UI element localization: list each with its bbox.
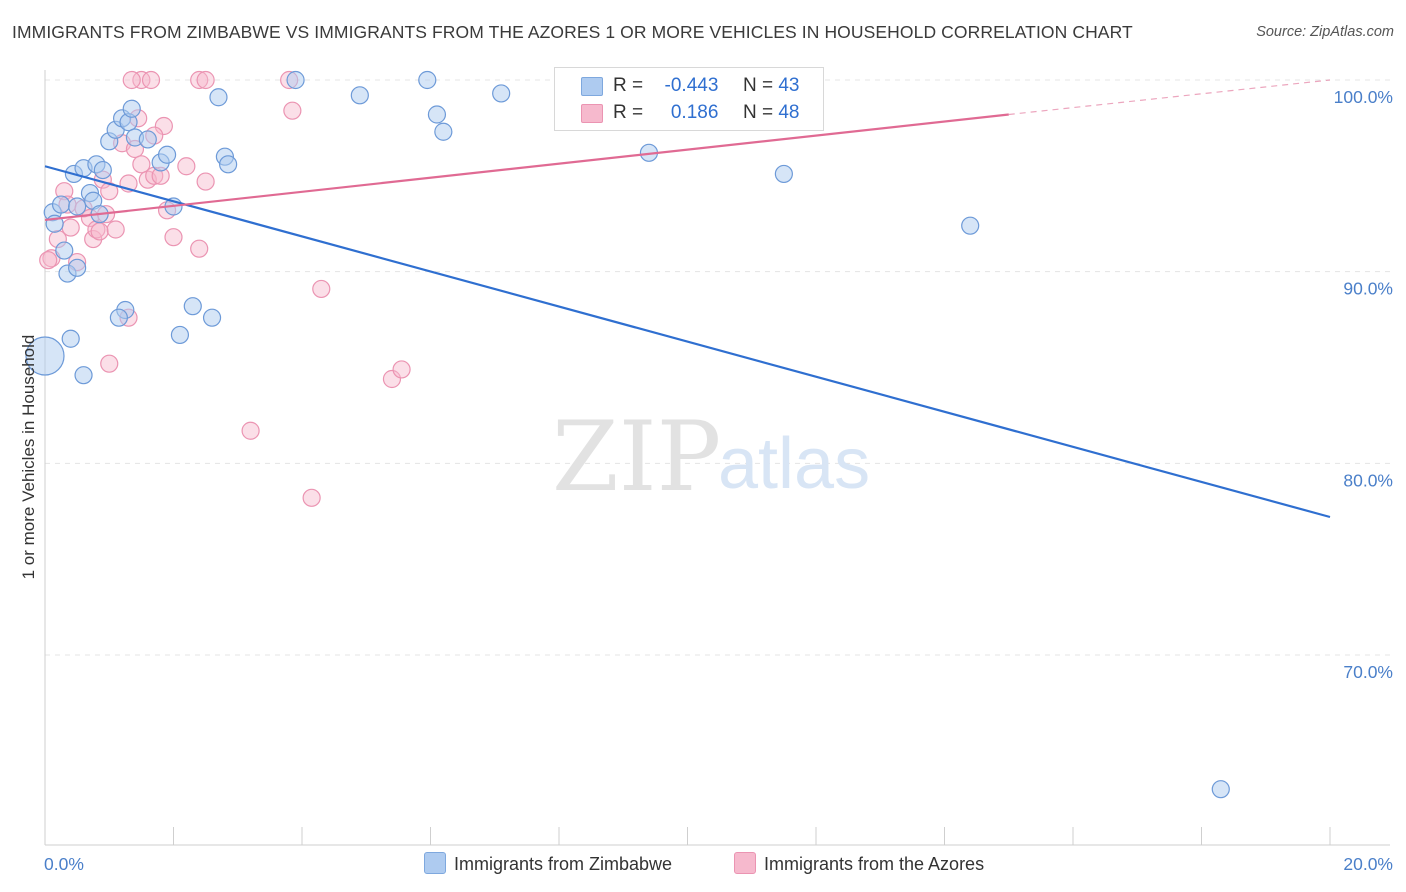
zimbabwe-point [350, 86, 369, 105]
azores-legend-swatch [734, 852, 756, 874]
y-tick-label: 100.0% [1334, 87, 1393, 107]
azores-trend-line [44, 113, 1009, 222]
azores-point [177, 157, 196, 176]
zimbabwe-point [93, 160, 112, 180]
grid-lines [45, 79, 1390, 656]
azores-point [312, 279, 331, 299]
azores-swatch [581, 104, 603, 123]
zimbabwe-r-value: -0.443 [664, 75, 719, 96]
r-label: R = [613, 75, 644, 96]
zimbabwe-legend-swatch [424, 852, 446, 874]
legend-row-zimbabwe: R = -0.443 N = 43 [613, 75, 799, 97]
zimbabwe-legend-label: Immigrants from Zimbabwe [454, 854, 673, 874]
azores-point [190, 70, 209, 90]
zimbabwe-swatch [581, 77, 603, 96]
zimbabwe-point [209, 88, 228, 107]
azores-point [241, 421, 260, 440]
legend-item-zimbabwe: Immigrants from Zimbabwe [424, 852, 672, 875]
zimbabwe-point [1211, 780, 1230, 799]
azores-point [132, 70, 151, 90]
y-tick-label: 80.0% [1343, 470, 1393, 490]
zimbabwe-point [219, 155, 238, 174]
zimbabwe-point [418, 70, 437, 90]
zimbabwe-trend-line [44, 165, 1331, 519]
zimbabwe-point [170, 325, 190, 345]
zimbabwe-point [68, 197, 87, 216]
azores-point [132, 155, 151, 174]
zimbabwe-point [492, 84, 511, 103]
azores-point [141, 70, 161, 90]
azores-n-value: 48 [778, 102, 800, 123]
x-tick-label: 0.0% [44, 854, 84, 874]
y-tick-label: 90.0% [1343, 279, 1393, 299]
zimbabwe-point [427, 105, 447, 124]
azores-legend-label: Immigrants from the Azores [764, 854, 985, 874]
zimbabwe-n-value: 43 [778, 75, 800, 96]
y-tick-label: 70.0% [1343, 662, 1393, 682]
azores-trend-extension [1008, 79, 1331, 116]
trend-lines [44, 79, 1331, 519]
azores-point [154, 116, 173, 136]
zimbabwe-point [109, 308, 128, 327]
zimbabwe-point [61, 329, 80, 348]
azores-point [100, 354, 119, 373]
zimbabwe-point [74, 366, 93, 385]
azores-point [90, 222, 109, 241]
zimbabwe-points [25, 70, 1230, 799]
axes [44, 70, 1390, 846]
azores-point [196, 70, 215, 90]
azores-point [283, 101, 302, 120]
n-label: N = [742, 102, 774, 123]
zimbabwe-point [68, 258, 87, 277]
azores-point [106, 220, 125, 239]
legend-row-azores: R = 0.186 N = 48 [613, 102, 799, 124]
r-label: R = [613, 102, 644, 123]
zimbabwe-point [202, 308, 222, 327]
y-axis-label: 1 or more Vehicles in Household [19, 335, 38, 580]
azores-point [392, 360, 411, 379]
zimbabwe-point [434, 122, 453, 141]
n-label: N = [742, 75, 774, 96]
source-label: Source: ZipAtlas.com [1256, 24, 1394, 40]
azores-point [196, 172, 215, 191]
zimbabwe-point [51, 195, 71, 214]
x-tick-label: 20.0% [1343, 854, 1393, 874]
zimbabwe-point [183, 297, 202, 316]
tick-labels: 70.0% 80.0% 90.0% 100.0% 0.0% 20.0% [44, 87, 1393, 874]
legend-item-azores: Immigrants from the Azores [734, 852, 984, 875]
azores-point [122, 70, 141, 90]
zimbabwe-point [286, 70, 305, 90]
azores-point [39, 251, 58, 270]
chart-title: IMMIGRANTS FROM ZIMBABWE VS IMMIGRANTS F… [12, 22, 1133, 42]
azores-r-value: 0.186 [670, 102, 719, 123]
zimbabwe-point [961, 216, 980, 235]
zimbabwe-point [55, 241, 74, 260]
zimbabwe-point [138, 130, 157, 149]
azores-point [302, 488, 321, 507]
zimbabwe-point [774, 164, 793, 184]
azores-point [190, 239, 209, 258]
azores-point [382, 369, 402, 389]
zimbabwe-point [122, 99, 141, 118]
watermark-atlas: atlas [718, 424, 870, 504]
zimbabwe-point-large [25, 336, 65, 376]
correlation-legend: R = -0.443 N = 43 R = 0.186 N = 48 [554, 67, 824, 131]
azores-point [61, 218, 80, 237]
zimbabwe-point [157, 145, 177, 164]
azores-point [164, 228, 183, 247]
watermark-zip: ZIP [552, 401, 721, 513]
